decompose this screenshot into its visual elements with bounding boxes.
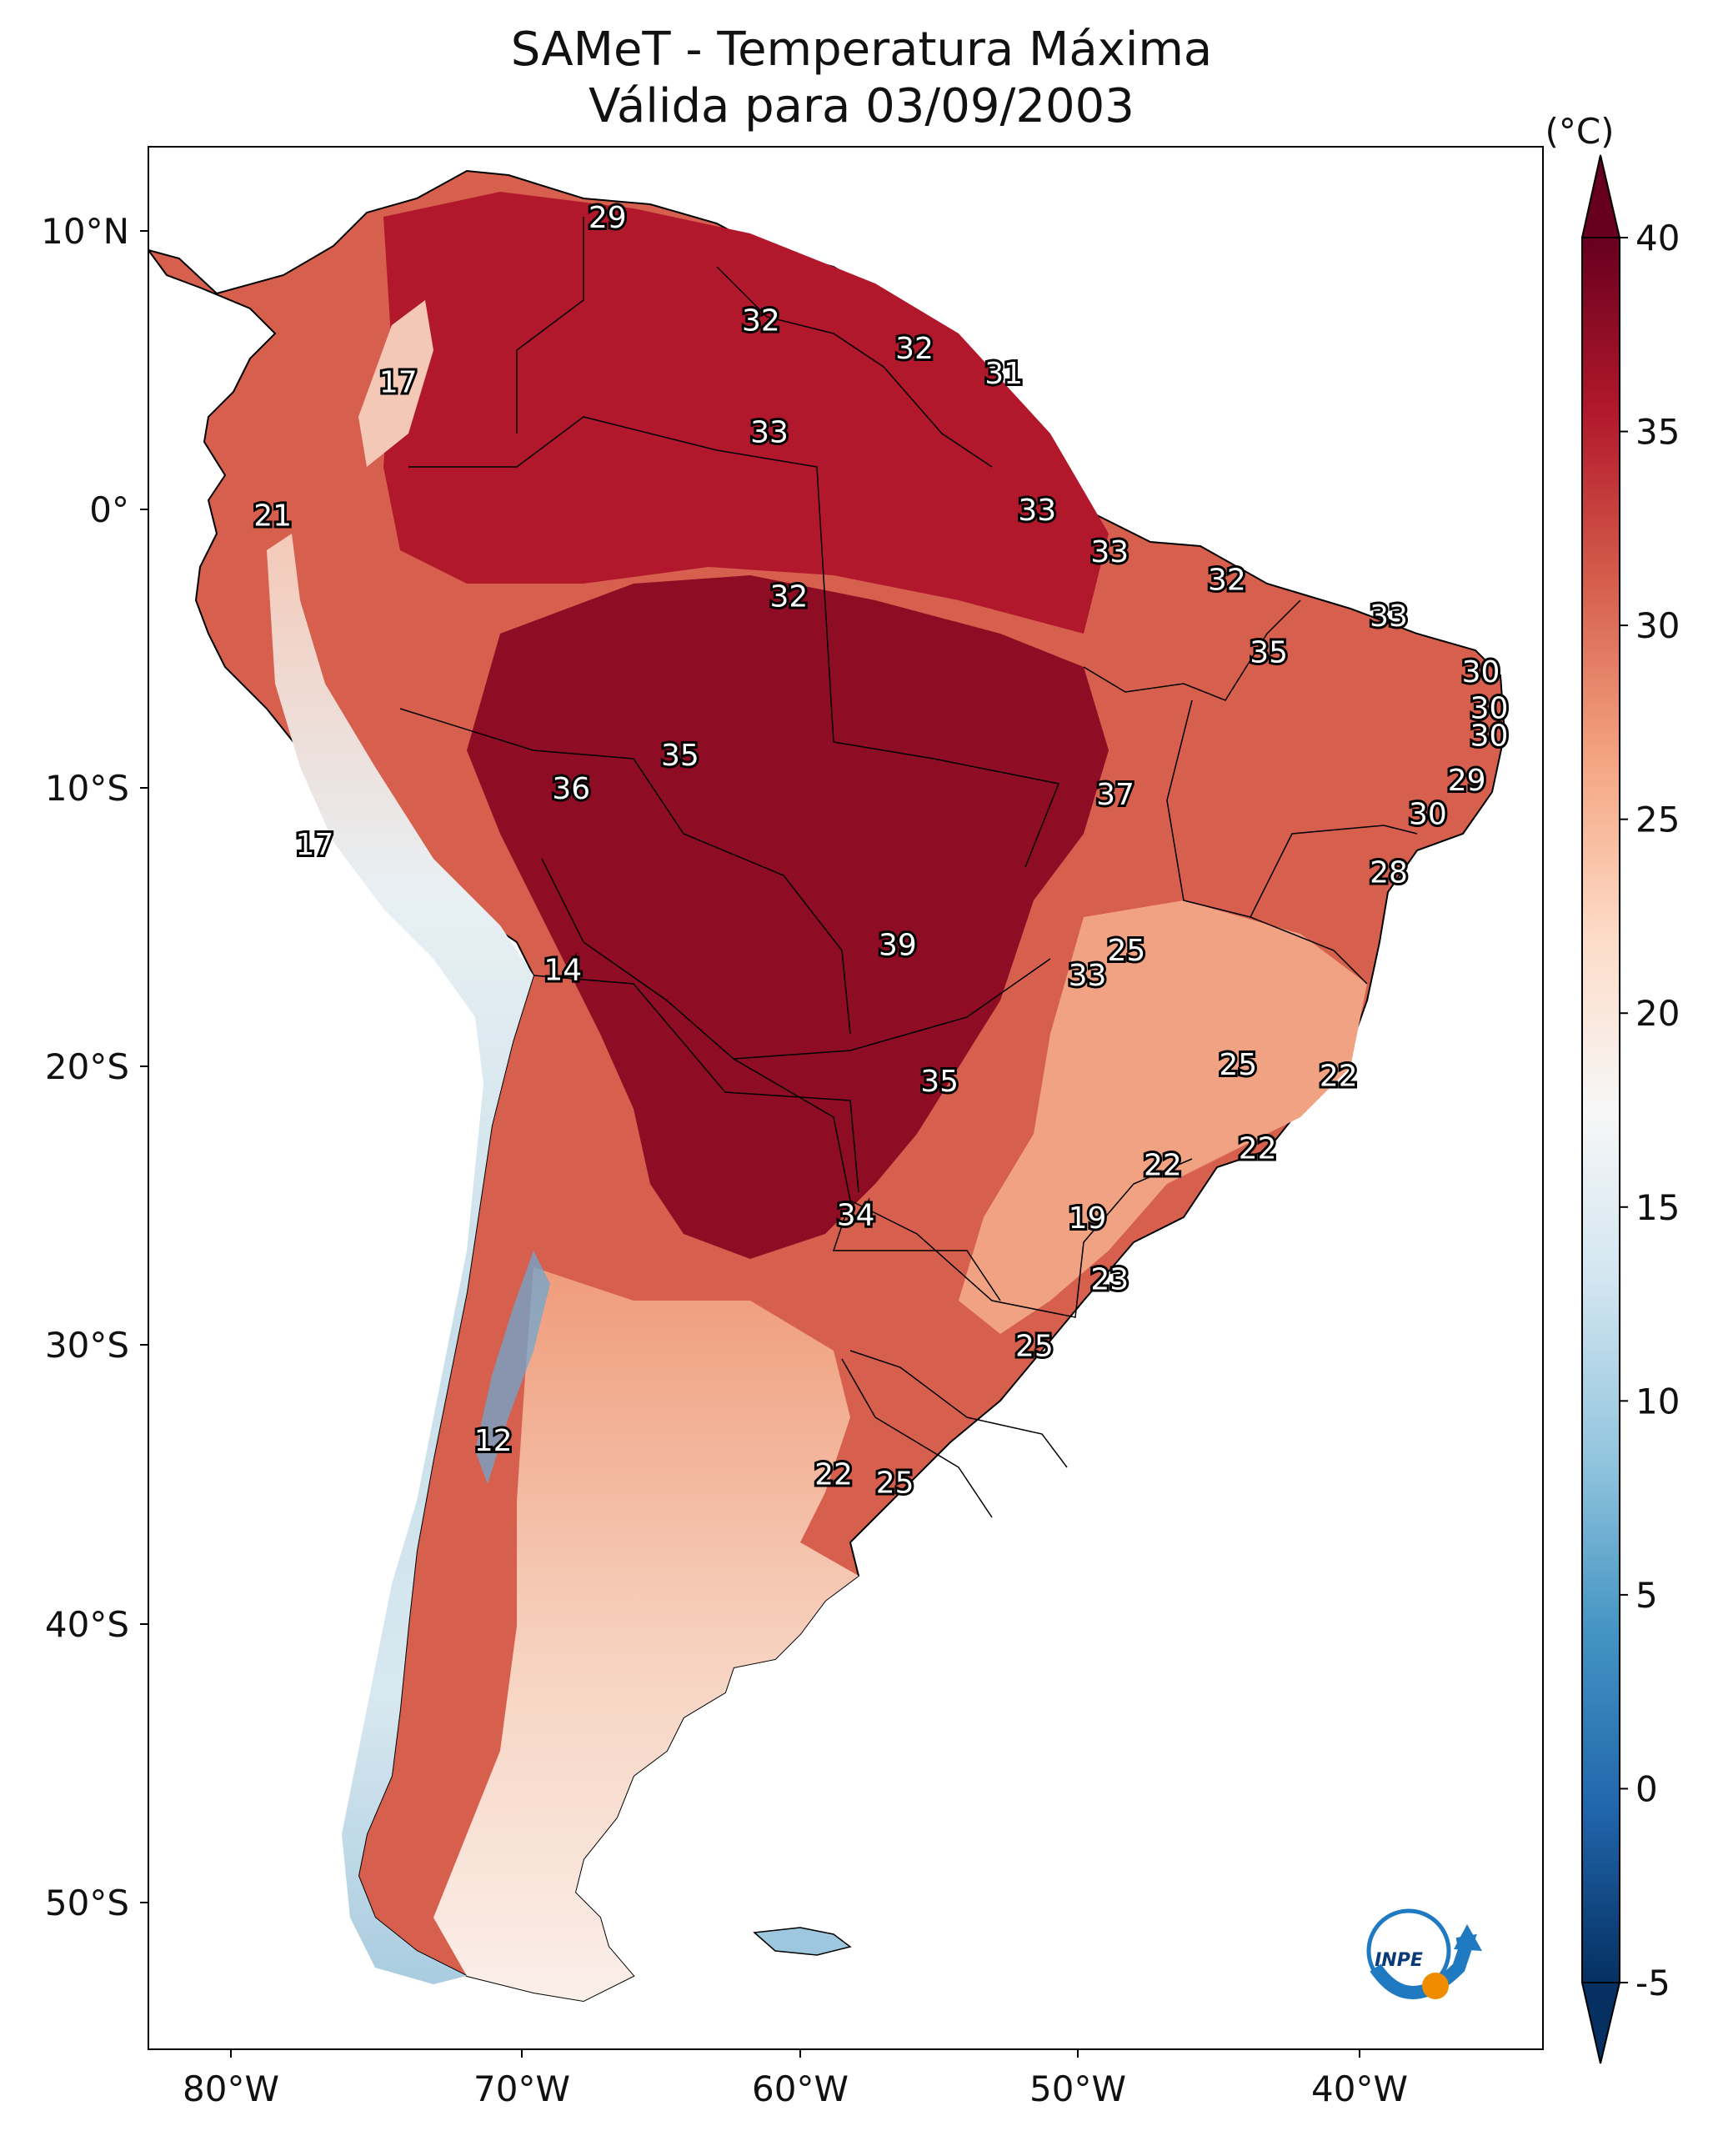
station-value-label: 25: [1107, 934, 1145, 968]
lat-label-20S: 20°S: [45, 1046, 129, 1087]
station-value-label: 23: [1090, 1262, 1129, 1296]
station-value-label: 37: [1096, 778, 1134, 812]
colorbar-tick-label: 25: [1635, 800, 1680, 840]
station-value-label: 21: [253, 499, 292, 534]
station-value-label: 35: [661, 739, 699, 773]
station-value-label: 36: [552, 772, 590, 806]
station-value-label: 30: [1470, 720, 1509, 754]
station-value-label: 14: [543, 953, 582, 987]
station-value-label: 30: [1409, 797, 1447, 831]
lon-label-80W: 80°W: [183, 2068, 279, 2109]
southern-mild-region: [433, 1267, 859, 2001]
colorbar-tick-label: 20: [1635, 993, 1680, 1034]
station-value-label: 33: [750, 415, 789, 449]
andes-cold-core: [475, 1251, 550, 1484]
station-value-label: 30: [1470, 691, 1509, 725]
colorbar-ticks: -5 0 5 10 15 20 25 30 35 40: [1620, 218, 1680, 2003]
station-value-label: 29: [1448, 764, 1486, 798]
station-value-label: 22: [1144, 1148, 1182, 1182]
colombian-andes-cool: [358, 300, 433, 467]
station-value-label: 30: [1462, 655, 1500, 689]
station-value-label: 31: [984, 357, 1023, 391]
lat-label-10N: 10°N: [41, 211, 129, 252]
colorbar-body: [1581, 237, 1620, 1983]
lon-label-40W: 40°W: [1311, 2068, 1408, 2109]
lat-label-50S: 50°S: [45, 1883, 129, 1923]
colorbar-max-extend: [1580, 154, 1621, 238]
logo-text: INPE: [1375, 1950, 1423, 1971]
station-value-label: 35: [920, 1065, 959, 1099]
colorbar-tick-label: 10: [1635, 1381, 1680, 1421]
station-value-label: 12: [474, 1424, 513, 1458]
station-value-label: 34: [837, 1199, 875, 1233]
southeast-mild-region: [959, 900, 1367, 1334]
station-value-label: 29: [589, 201, 627, 235]
station-value-label: 35: [1250, 635, 1288, 669]
colorbar: (°C) -5 0 5 10 15 20 25 30 35 40: [1545, 111, 1680, 2064]
andes-cold-region: [267, 534, 533, 1984]
lat-labels: 10°N 0° 10°S 20°S 30°S 40°S 50°S: [41, 211, 129, 1923]
temperature-field: [148, 169, 1506, 2003]
station-value-label: 22: [1239, 1131, 1277, 1166]
station-value-label: 19: [1069, 1201, 1107, 1236]
colorbar-tick-label: 15: [1635, 1187, 1680, 1228]
lon-labels: 80°W 70°W 60°W 50°W 40°W: [183, 2068, 1408, 2109]
station-value-label: 33: [1090, 535, 1129, 569]
station-value-label: 28: [1370, 856, 1408, 890]
map-subtitle: Válida para 03/09/2003: [589, 79, 1134, 133]
station-value-label: 33: [1069, 959, 1107, 993]
colorbar-tick-label: -5: [1635, 1963, 1670, 2003]
colorbar-unit: (°C): [1545, 111, 1614, 152]
station-value-label: 33: [1370, 599, 1408, 634]
lon-label-70W: 70°W: [473, 2068, 570, 2109]
station-value-label: 17: [379, 365, 418, 399]
lat-label-30S: 30°S: [45, 1325, 129, 1366]
hot-core-region: [467, 575, 1109, 1259]
station-value-label: 32: [895, 332, 934, 366]
station-value-label: 22: [1320, 1059, 1358, 1093]
logo-arrowhead-icon: [1454, 1924, 1482, 1951]
lon-label-60W: 60°W: [752, 2068, 849, 2109]
colorbar-tick-label: 5: [1635, 1575, 1658, 1616]
falkland-islands: [753, 1927, 852, 1956]
lat-label-40S: 40°S: [45, 1604, 129, 1645]
map-title: SAMeT - Temperatura Máxima: [510, 23, 1213, 77]
lat-label-0: 0°: [89, 489, 129, 530]
logo-sun-icon: [1422, 1973, 1449, 1999]
lat-label-10S: 10°S: [45, 768, 129, 809]
colorbar-tick-label: 0: [1635, 1768, 1658, 1809]
station-value-label: 22: [814, 1457, 853, 1492]
station-value-label: 25: [876, 1466, 914, 1500]
colorbar-tick-label: 30: [1635, 605, 1680, 646]
inpe-logo: INPE: [1366, 1908, 1482, 1999]
lat-ticks: [140, 230, 148, 1903]
station-value-label: 33: [1018, 494, 1056, 528]
station-value-label: 25: [1015, 1330, 1054, 1364]
station-value-label: 32: [742, 304, 780, 338]
station-value-label: 25: [1219, 1048, 1257, 1082]
logo-arrow-icon: [1370, 1933, 1477, 1999]
northern-warm-region: [383, 192, 1109, 634]
country-boundaries: [399, 217, 1418, 1518]
colorbar-tick-label: 35: [1635, 412, 1680, 453]
station-value-label: 39: [879, 928, 917, 962]
lon-ticks: [230, 2049, 1360, 2058]
station-value-label: 17: [295, 828, 333, 862]
colorbar-tick-label: 40: [1635, 218, 1680, 258]
station-value-label: 32: [769, 580, 808, 614]
station-value-label: 32: [1208, 564, 1246, 598]
colorbar-min-extend: [1580, 1982, 1621, 2064]
lon-label-50W: 50°W: [1029, 2068, 1126, 2109]
